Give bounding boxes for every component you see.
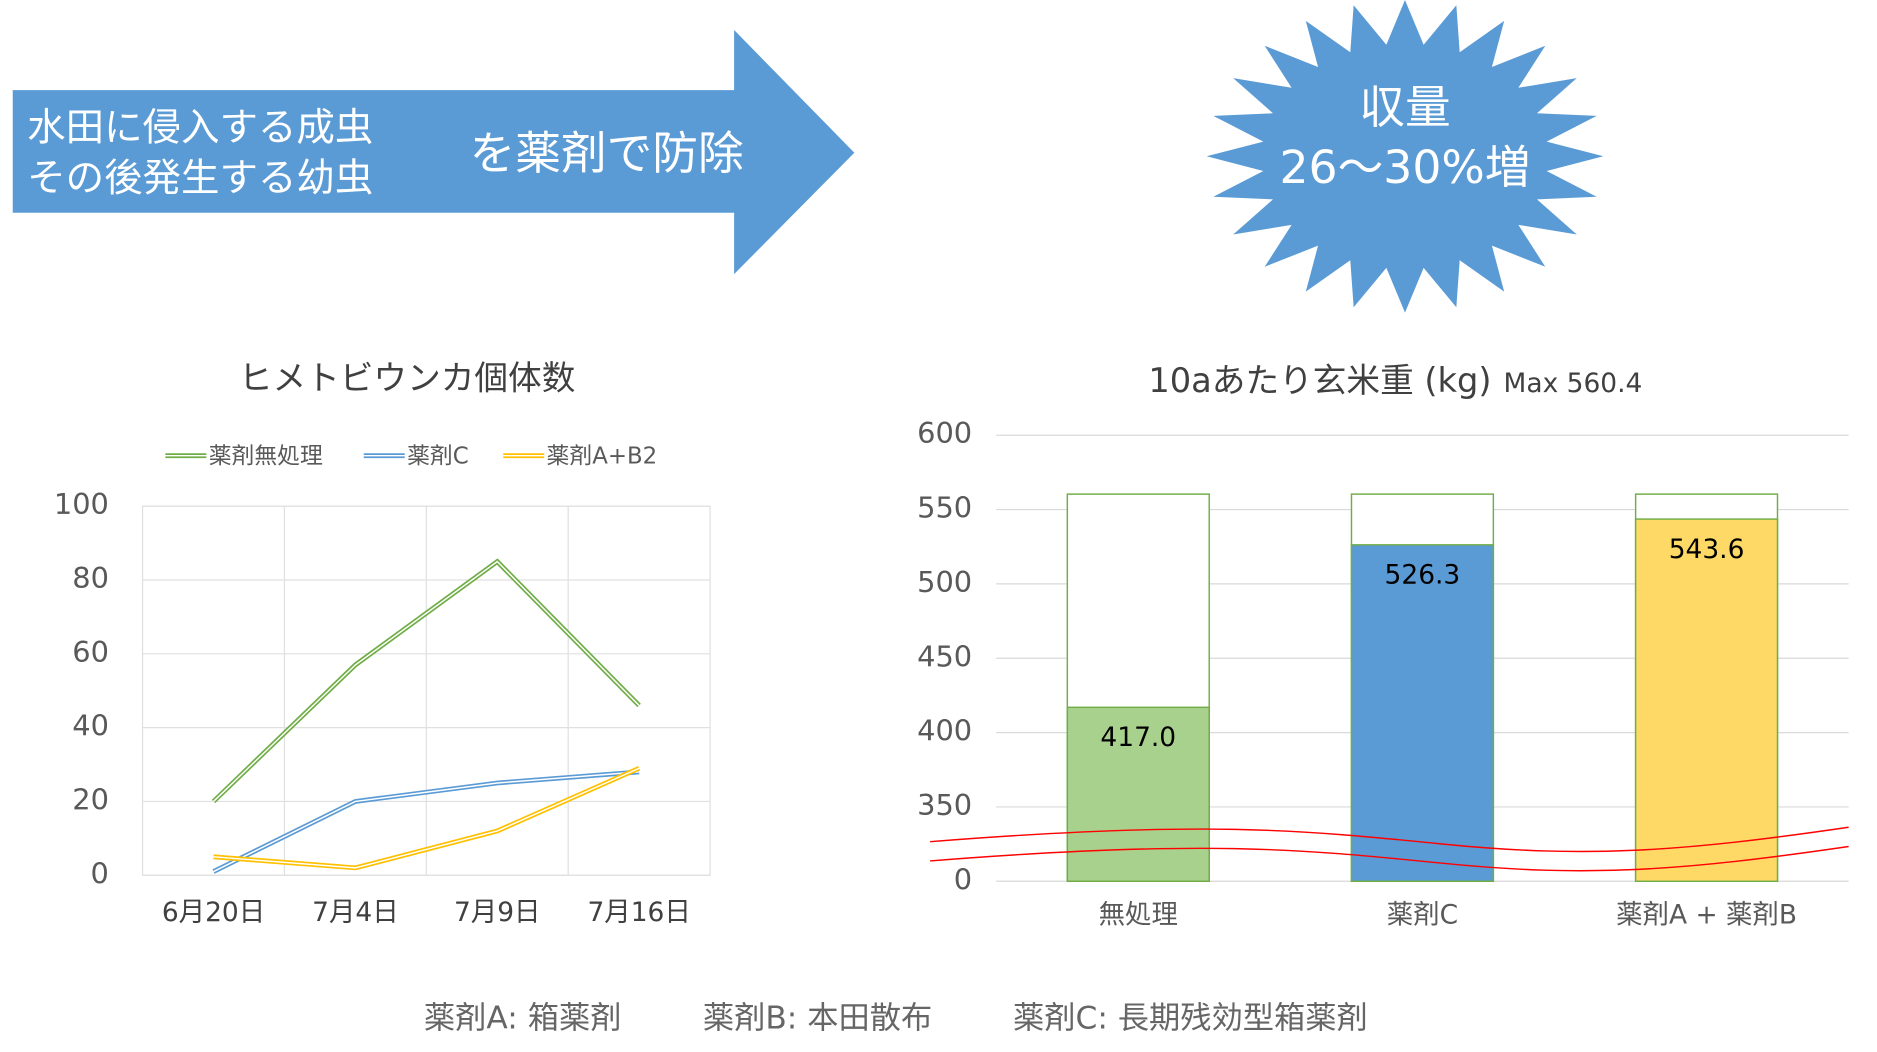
y-tick-label: 400 <box>917 714 972 748</box>
x-tick-label: 7月4日 <box>312 897 399 928</box>
x-tick-label: 薬剤A + 薬剤B <box>1616 900 1797 931</box>
chart-title: ヒメトビウンカ個体数 <box>239 358 576 397</box>
y-tick-label: 550 <box>917 491 972 525</box>
series-line-inner <box>213 767 640 869</box>
arrow-text: 水田に侵入する成虫 <box>27 105 373 150</box>
series-line-inner <box>213 771 640 873</box>
axis-break <box>930 845 1849 872</box>
y-tick-label: 500 <box>917 565 972 599</box>
legend-label: 薬剤A+B2 <box>547 443 658 469</box>
legend-label: 薬剤C <box>407 443 469 469</box>
footnote: 薬剤A: 箱薬剤 <box>424 1001 622 1037</box>
y-tick-label: 600 <box>917 416 972 450</box>
y-tick-label: 100 <box>54 487 109 521</box>
x-tick-label: 7月16日 <box>587 897 690 928</box>
chart-subtitle: Max 560.4 <box>1504 368 1643 399</box>
y-tick-label: 450 <box>917 639 972 673</box>
x-tick-label: 7月9日 <box>454 897 541 928</box>
bar <box>1634 518 1779 882</box>
burst-text: 収量 <box>1359 81 1450 134</box>
y-tick-label: 350 <box>917 788 972 822</box>
arrow-text: その後発生する幼虫 <box>27 156 373 201</box>
series-line-inner <box>213 560 640 802</box>
arrow-action: を薬剤で防除 <box>470 127 744 180</box>
y-tick-label: 0 <box>91 856 109 890</box>
arrow <box>12 30 855 275</box>
value-label: 417.0 <box>1100 722 1176 753</box>
bar <box>1066 706 1210 882</box>
footnote: 薬剤B: 本田散布 <box>703 1001 932 1037</box>
y-tick-label: 20 <box>72 782 109 816</box>
x-tick-label: 無処理 <box>1099 900 1178 931</box>
starburst <box>1206 0 1604 313</box>
footnote: 薬剤C: 長期残効型箱薬剤 <box>1013 1001 1368 1037</box>
x-tick-label: 薬剤C <box>1387 900 1458 931</box>
axis-break <box>930 826 1849 853</box>
burst-text: 26〜30%増 <box>1279 141 1530 194</box>
chart-title: 10aあたり玄米重 (kg) <box>1148 361 1491 400</box>
y-tick-label: 60 <box>72 635 109 669</box>
value-label: 543.6 <box>1669 534 1745 565</box>
legend-label: 薬剤無処理 <box>209 443 323 469</box>
x-tick-label: 6月20日 <box>162 897 265 928</box>
bar <box>1350 544 1495 882</box>
y-tick-label: 40 <box>72 709 109 743</box>
value-label: 526.3 <box>1385 560 1461 591</box>
y-tick-label: 0 <box>954 862 972 896</box>
y-tick-label: 80 <box>72 561 109 595</box>
